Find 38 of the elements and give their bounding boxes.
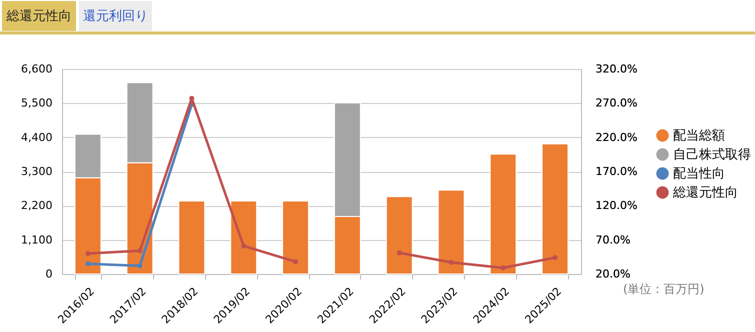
y2-tick-label: 70.0% bbox=[596, 233, 630, 246]
y-tick-label: 3,300 bbox=[21, 165, 52, 178]
y2-tick-label: 170.0% bbox=[596, 165, 638, 178]
point bbox=[396, 250, 402, 256]
y-tick-label: 4,400 bbox=[21, 130, 52, 144]
y2-tick-label: 270.0% bbox=[596, 96, 638, 110]
point bbox=[137, 248, 142, 254]
text: (単位：百万円) bbox=[623, 282, 704, 296]
y-tick-label: 0 bbox=[46, 268, 52, 280]
y2-tick-label: 120.0% bbox=[596, 199, 638, 212]
bar bbox=[230, 200, 258, 274]
point bbox=[85, 251, 90, 256]
point bbox=[241, 243, 246, 248]
point bbox=[448, 260, 454, 265]
y-tick-label: 5,500 bbox=[21, 96, 52, 110]
bar bbox=[282, 200, 310, 274]
bar bbox=[542, 143, 569, 274]
bar bbox=[386, 196, 413, 274]
legend-label: 配当総額 bbox=[673, 128, 725, 144]
y-tick-label: 1,100 bbox=[21, 233, 52, 246]
point bbox=[500, 265, 506, 270]
point bbox=[137, 263, 142, 268]
legend-label: 総還元性向 bbox=[672, 186, 738, 200]
y2-tick-label: 220.0% bbox=[596, 130, 638, 144]
point bbox=[293, 259, 298, 264]
point bbox=[85, 261, 90, 266]
point bbox=[552, 255, 558, 260]
bar bbox=[178, 200, 206, 274]
y2-tick-label: 20.0% bbox=[596, 268, 630, 280]
y-tick-label: 6,600 bbox=[21, 62, 52, 76]
text: 還元利回り bbox=[83, 9, 148, 24]
y-tick-label: 2,200 bbox=[21, 199, 52, 212]
bar bbox=[490, 154, 517, 274]
legend-label: 配当性向 bbox=[673, 166, 725, 182]
y2-tick-label: 320.0% bbox=[596, 62, 638, 76]
bar bbox=[438, 190, 465, 274]
legend-label: 自己株式取得 bbox=[673, 148, 751, 162]
text: 総還元性向 bbox=[6, 9, 72, 24]
